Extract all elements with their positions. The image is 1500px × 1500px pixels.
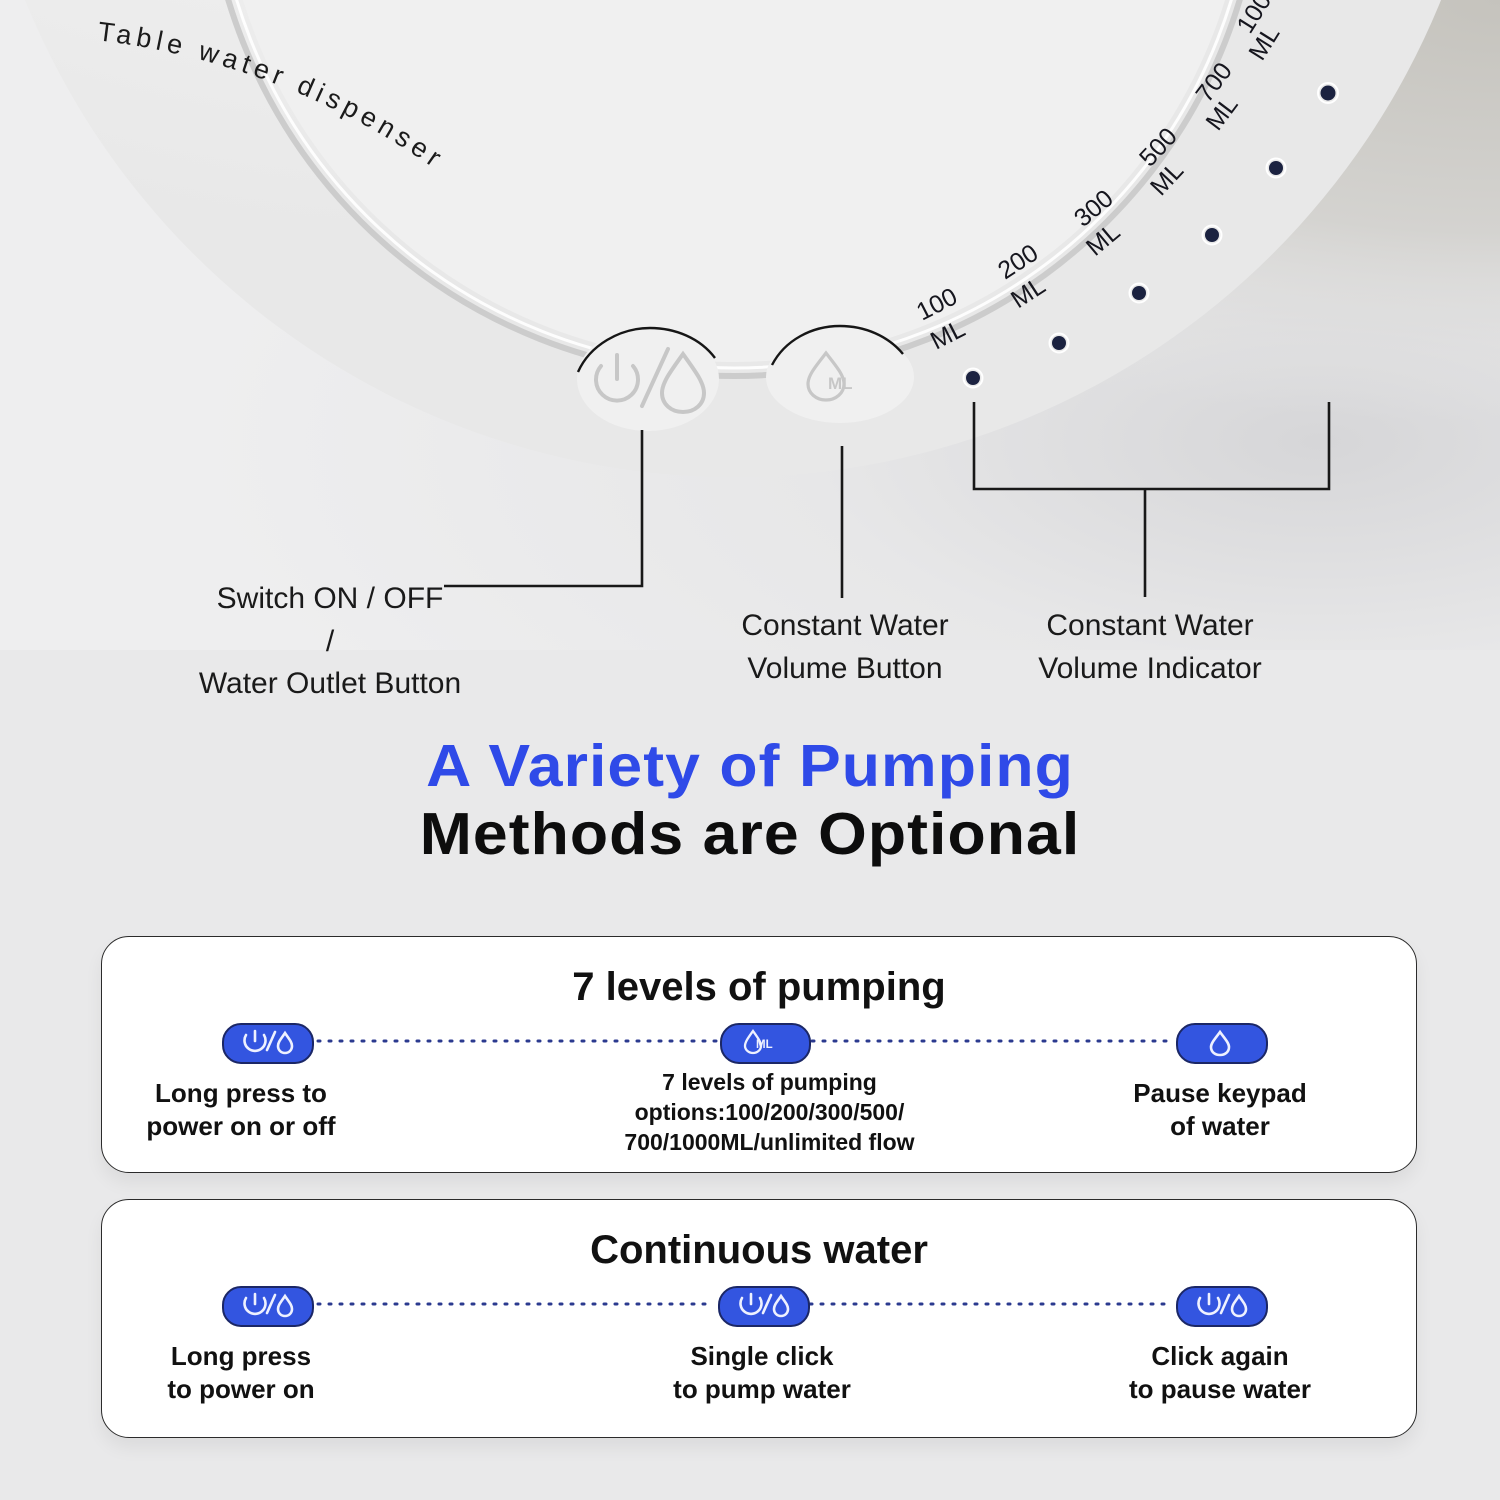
- svg-text:ML: ML: [828, 374, 853, 393]
- svg-text:ML: ML: [756, 1039, 773, 1051]
